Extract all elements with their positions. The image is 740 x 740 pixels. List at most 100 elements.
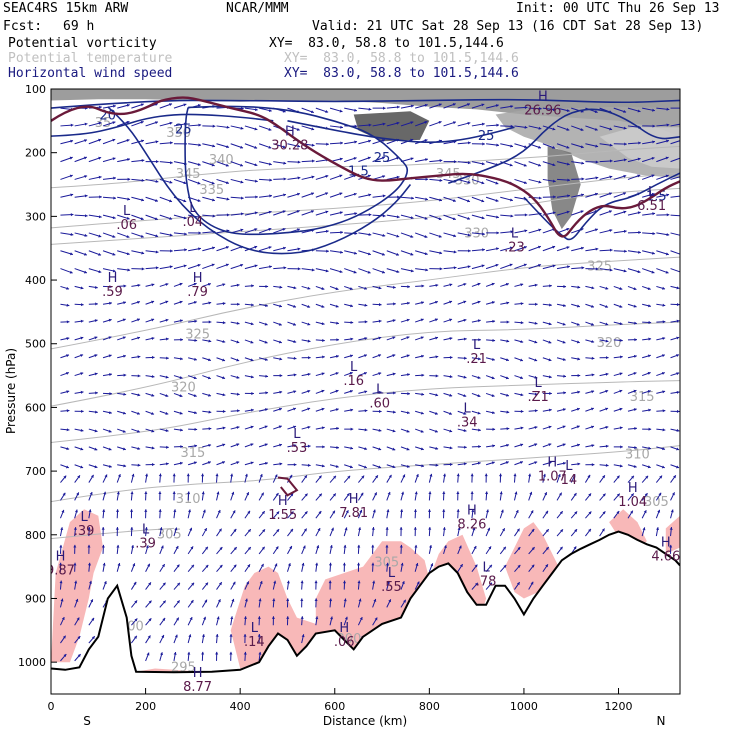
pv-extreme-value-21: .39 xyxy=(135,537,156,552)
wind-vector-head xyxy=(315,562,319,566)
wind-vector-head xyxy=(368,213,372,217)
pv-extreme-symbol-25: L xyxy=(482,561,490,576)
wind-vector-head xyxy=(421,464,425,468)
wind-vector-head xyxy=(427,509,432,512)
wind-vector-head xyxy=(80,319,84,323)
wind-vector-head xyxy=(474,564,478,568)
wind-vector-head xyxy=(452,121,456,125)
wind-vector-head xyxy=(140,217,144,221)
wind-vector-head xyxy=(236,443,240,447)
wind-vector-head xyxy=(424,235,428,238)
x-axis-north-label: N xyxy=(657,714,666,728)
wind-vector-head xyxy=(548,358,552,362)
wind-vector-head xyxy=(620,445,623,449)
wind-vector-head xyxy=(378,354,382,357)
wind-vector-head xyxy=(240,212,244,216)
wind-vector-head xyxy=(666,107,670,111)
terrain-line xyxy=(51,530,680,674)
wind-vector-head xyxy=(91,636,95,640)
wind-vector-head xyxy=(591,373,595,377)
wind-vector-head xyxy=(438,234,442,238)
wind-vector-head xyxy=(232,581,236,585)
wind-vector xyxy=(670,250,680,255)
wind-vector-head xyxy=(510,124,514,128)
wind-vector-head xyxy=(349,354,353,358)
wind-vector-head xyxy=(499,491,503,495)
wind-vector-head xyxy=(279,374,283,378)
wind-vector-head xyxy=(665,174,669,178)
wind-vector-head xyxy=(424,120,428,124)
wind-vector-head xyxy=(222,393,226,397)
wind-vector-head xyxy=(411,196,414,200)
wind-vector-head xyxy=(275,493,279,497)
wind-vector-head xyxy=(172,473,176,477)
wind-vector-head xyxy=(666,139,669,143)
wind-vector-head xyxy=(488,546,492,550)
wind-vector-head xyxy=(619,407,623,411)
wind-vector-head xyxy=(240,145,244,149)
wind-vector-head xyxy=(531,528,535,532)
wind-vector-head xyxy=(232,510,236,514)
wind-vector-head xyxy=(336,354,339,358)
wind-vector-head xyxy=(94,429,98,433)
wind-vector-head xyxy=(207,358,211,362)
wind-vector-head xyxy=(609,127,613,131)
wind-vector-head xyxy=(318,475,322,479)
wind-vector-head xyxy=(222,340,226,344)
wind-vector-head xyxy=(676,303,680,307)
wind-vector-head xyxy=(98,138,102,142)
wind-vector-head xyxy=(70,213,74,217)
wind-vector-head xyxy=(502,546,506,550)
wind-vector-head xyxy=(383,106,386,110)
pv-extreme-symbol-24: L xyxy=(388,566,396,581)
wind-vector-head xyxy=(534,461,538,465)
wind-vector-head xyxy=(127,177,131,181)
wind-vector-head xyxy=(112,104,116,108)
pv-extreme-symbol-26: L xyxy=(251,621,259,636)
wind-vector-head xyxy=(619,287,623,290)
pv-extreme-value-18: 7.81 xyxy=(339,506,368,521)
pv-extreme-symbol-23: H xyxy=(661,535,671,550)
wind-vector-head xyxy=(421,354,424,358)
theta-label-315: 315 xyxy=(180,446,205,461)
wind-vector-head xyxy=(396,252,399,256)
wind-vector-head xyxy=(69,252,73,256)
wind-vector-head xyxy=(193,301,197,304)
wind-vector-head xyxy=(273,580,277,584)
wind-shading-4 xyxy=(547,146,581,230)
wind-vector-head xyxy=(577,285,581,289)
wind-vector-head xyxy=(236,283,240,287)
theta-label-320: 320 xyxy=(171,381,196,396)
wind-vector-head xyxy=(562,425,566,429)
wind-vector-head xyxy=(350,446,354,450)
wind-vector-head xyxy=(183,103,187,107)
wind-vector-head xyxy=(478,445,481,449)
wind-vector-head xyxy=(208,393,211,397)
wind-vector-head xyxy=(360,492,364,496)
wind-vector-head xyxy=(215,473,219,477)
wind-vector-head xyxy=(477,394,481,398)
wind-vector-head xyxy=(286,616,290,619)
wind-vector-head xyxy=(95,391,98,395)
wind-vector-head xyxy=(560,529,563,533)
wind-vector-head xyxy=(160,545,164,549)
wind-vector-head xyxy=(325,174,329,178)
pv-extreme-symbol-20: L xyxy=(80,510,88,525)
wind-vector-head xyxy=(144,509,148,512)
wind-vector-head xyxy=(386,509,390,513)
wind-vector-head xyxy=(594,110,598,114)
wind-vector-head xyxy=(310,110,314,114)
wind-vector-head xyxy=(538,126,542,130)
wind-vector-head xyxy=(155,266,159,270)
wind-vector-head xyxy=(300,616,304,619)
wind-vector-head xyxy=(545,564,548,568)
x-tick-label: 200 xyxy=(135,700,156,713)
wind-vector-head xyxy=(194,338,198,342)
wind-vector-head xyxy=(523,245,527,249)
pv-extreme-value-19: 8.26 xyxy=(457,517,486,532)
wind-vector-head xyxy=(158,473,162,477)
wind-vector-head xyxy=(378,372,382,376)
wind-vector-head xyxy=(194,427,198,431)
wind-vector-head xyxy=(155,121,158,125)
wind-vector-head xyxy=(80,447,84,451)
